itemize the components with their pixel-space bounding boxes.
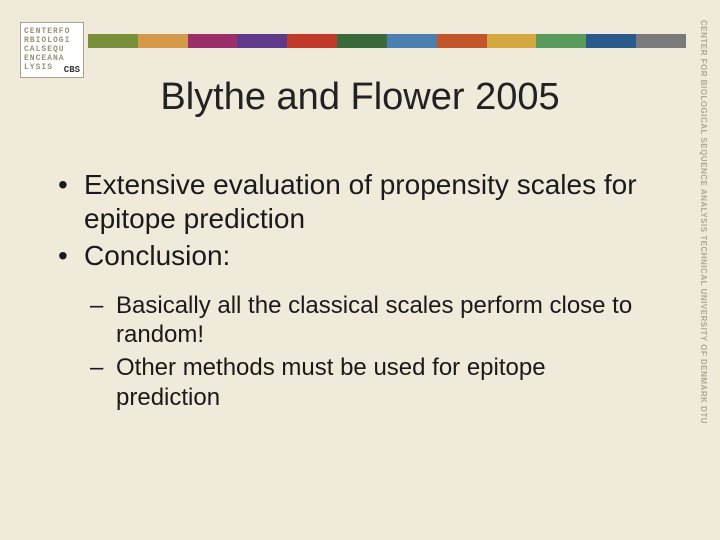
logo-badge: CBS <box>64 66 80 75</box>
cbs-logo: CENTERFO RBIOLOGI CALSEQU ENCEANA LYSIS … <box>20 22 84 78</box>
vertical-affiliation: CENTER FOR BIOLOGICAL SEQUENCE ANALYSIS … <box>699 20 708 424</box>
slide-content: Extensive evaluation of propensity scale… <box>56 168 650 416</box>
bullet-item: Conclusion: <box>56 239 650 273</box>
slide: CENTERFO RBIOLOGI CALSEQU ENCEANA LYSIS … <box>0 0 720 540</box>
color-stripe <box>88 34 686 48</box>
stripe-segment <box>138 34 188 48</box>
stripe-segment <box>487 34 537 48</box>
sub-bullet-item: Other methods must be used for epitope p… <box>90 353 650 412</box>
stripe-segment <box>586 34 636 48</box>
stripe-segment <box>188 34 238 48</box>
slide-title: Blythe and Flower 2005 <box>0 76 720 119</box>
stripe-segment <box>337 34 387 48</box>
stripe-segment <box>636 34 686 48</box>
logo-line: RBIOLOGI <box>24 36 80 45</box>
stripe-segment <box>237 34 287 48</box>
stripe-segment <box>88 34 138 48</box>
logo-line: ENCEANA <box>24 54 80 63</box>
stripe-segment <box>287 34 337 48</box>
bullet-list: Extensive evaluation of propensity scale… <box>56 168 650 273</box>
sub-bullet-item: Basically all the classical scales perfo… <box>90 291 650 350</box>
stripe-segment <box>387 34 437 48</box>
logo-line: CALSEQU <box>24 45 80 54</box>
stripe-segment <box>437 34 487 48</box>
sub-bullet-list: Basically all the classical scales perfo… <box>90 291 650 412</box>
bullet-item: Extensive evaluation of propensity scale… <box>56 168 650 235</box>
stripe-segment <box>536 34 586 48</box>
logo-line: CENTERFO <box>24 27 80 36</box>
